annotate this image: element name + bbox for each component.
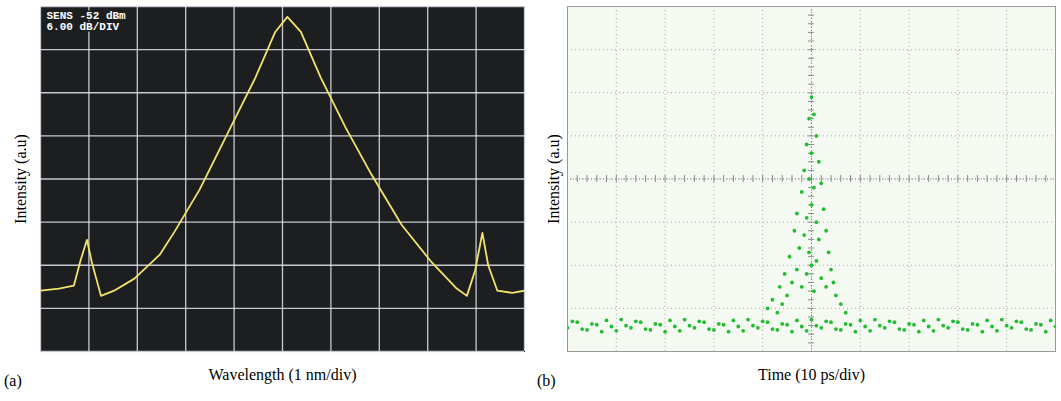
html-text:(a): (a): [4, 372, 22, 389]
svg-text:Intensity (a.u): Intensity (a.u): [12, 134, 30, 224]
svg-text:Wavelength (1 nm/div): Wavelength (1 nm/div): [208, 366, 356, 384]
svg-text:Time (10 ps/div): Time (10 ps/div): [758, 366, 865, 384]
html-text:(b): (b): [537, 372, 556, 389]
svg-text:Intensity (a.u): Intensity (a.u): [545, 134, 563, 224]
svg-text:SENS -52 dBm6.00 dB/DIV: SENS -52 dBm6.00 dB/DIV: [47, 10, 127, 33]
